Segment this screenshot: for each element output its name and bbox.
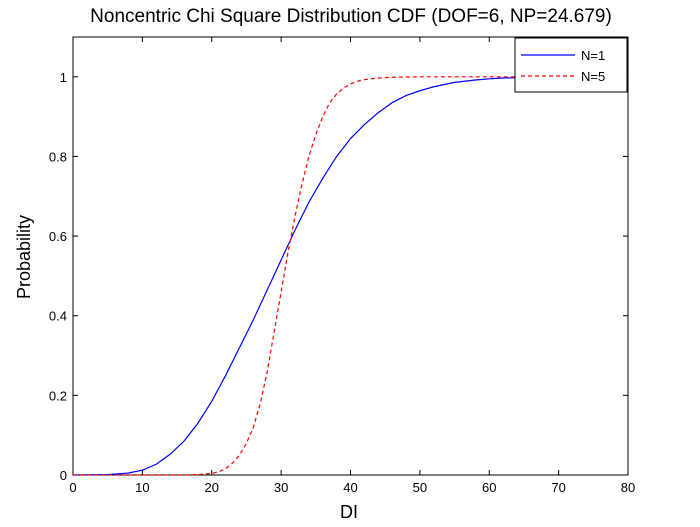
y-tick-label: 0.6 xyxy=(49,229,67,244)
series-line-2 xyxy=(73,76,628,476)
axes-box xyxy=(72,36,629,476)
x-tick-label: 40 xyxy=(343,480,357,495)
legend-label-2: N=5 xyxy=(581,69,605,84)
y-tick-label: 0.4 xyxy=(49,309,67,324)
y-tick-label: 1 xyxy=(60,70,67,85)
plot-area: 0 10 20 30 40 50 60 70 80 0 0.2 0.4 0.6 0.8 1 N=1 N=5 xyxy=(49,36,635,495)
x-tick-label: 80 xyxy=(621,480,635,495)
x-tick-label: 60 xyxy=(482,480,496,495)
legend-label-1: N=1 xyxy=(581,48,605,63)
series-line-1 xyxy=(72,76,628,476)
y-tick-label: 0.8 xyxy=(49,149,67,164)
y-tick-label: 0.2 xyxy=(49,388,67,403)
legend-box xyxy=(514,37,628,93)
x-tick-label: 20 xyxy=(205,480,219,495)
x-tick-label: 50 xyxy=(413,480,427,495)
x-axis-label: DI xyxy=(340,502,358,522)
y-tick-label: 0 xyxy=(60,468,67,483)
x-tick-label: 30 xyxy=(274,480,288,495)
x-tick-label: 0 xyxy=(69,480,76,495)
chart-title: Noncentric Chi Square Distribution CDF (… xyxy=(90,6,612,27)
x-tick-label: 70 xyxy=(551,480,565,495)
x-tick-label: 10 xyxy=(135,480,149,495)
y-axis-label: Probability xyxy=(14,215,34,299)
